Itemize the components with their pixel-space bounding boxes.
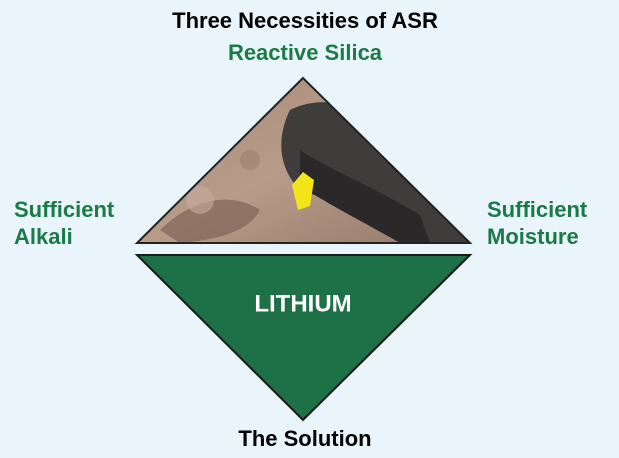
right-label: Sufficient [487,197,588,222]
left-label: Sufficient [14,197,115,222]
center-label: LITHIUM [254,290,351,317]
bottom-triangle [137,255,470,420]
right-label: Moisture [487,224,579,249]
title: Three Necessities of ASR [172,8,438,33]
diagram: Three Necessities of ASR Reactive Silica… [0,0,619,458]
top-label: Reactive Silica [228,40,383,65]
bottom-label: The Solution [238,426,371,451]
left-label: Alkali [14,224,73,249]
photo [130,70,480,250]
